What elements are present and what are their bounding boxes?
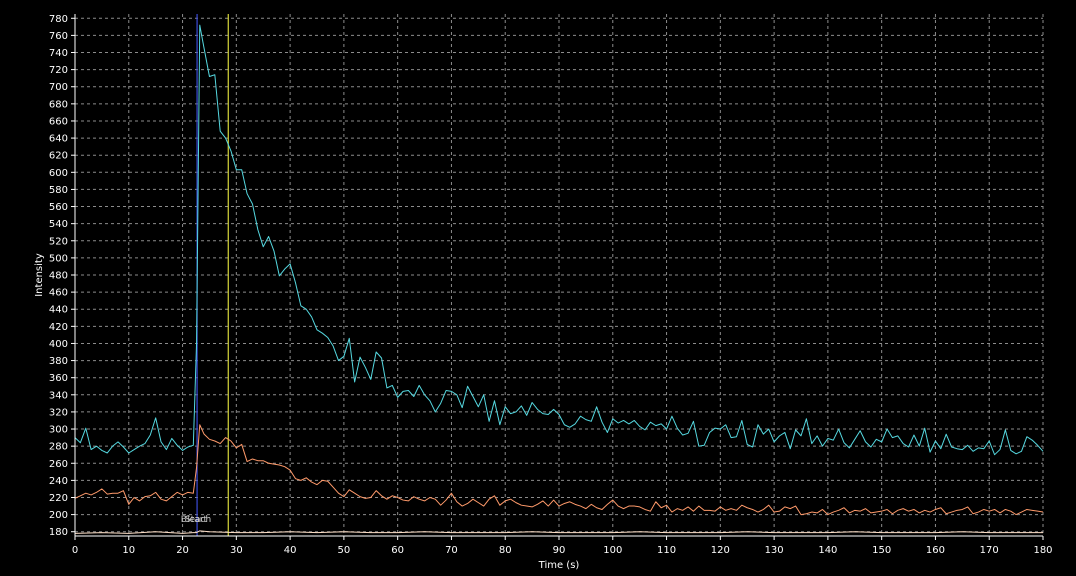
series-layer: [74, 24, 1044, 534]
y-tick-label: 780: [49, 14, 68, 25]
y-tick-label: 720: [49, 65, 68, 76]
y-tick-label: 740: [49, 48, 68, 59]
y-tick-label: 560: [49, 202, 68, 213]
y-tick-label: 480: [49, 271, 68, 282]
x-tick-label: 180: [1033, 545, 1052, 556]
x-tick-label: 0: [72, 545, 78, 556]
series-line-2: [74, 424, 1044, 516]
marker-label-start: Start: [185, 515, 207, 525]
y-tick-label: 240: [49, 476, 68, 487]
y-tick-label: 180: [49, 527, 68, 538]
x-axis-label: Time (s): [538, 560, 580, 571]
y-tick-label: 700: [49, 82, 68, 93]
y-tick-label: 440: [49, 305, 68, 316]
x-tick-label: 80: [499, 545, 512, 556]
x-tick-label: 10: [122, 545, 135, 556]
x-tick-label: 50: [338, 545, 351, 556]
y-tick-label: 260: [49, 459, 68, 470]
x-tick-label: 170: [980, 545, 999, 556]
y-tick-label: 760: [49, 31, 68, 42]
y-tick-label: 300: [49, 425, 68, 436]
x-tick-label: 120: [711, 545, 730, 556]
y-tick-label: 600: [49, 168, 68, 179]
y-tick-label: 580: [49, 185, 68, 196]
y-tick-label: 500: [49, 253, 68, 264]
y-tick-label: 680: [49, 99, 68, 110]
grid-layer: [75, 14, 1044, 536]
y-tick-label: 460: [49, 288, 68, 299]
x-tick-label: 100: [603, 545, 622, 556]
y-tick-label: 660: [49, 116, 68, 127]
marker-label-bleach: Bleach: [181, 515, 211, 525]
x-tick-label: 160: [926, 545, 945, 556]
tick-layer: 0 10 20 30 40 50 60 70 80 90 100 110 120 130 140 150 160…: [49, 14, 1053, 556]
y-tick-label: 420: [49, 322, 68, 333]
x-tick-label: 60: [391, 545, 404, 556]
x-tick-label: 40: [284, 545, 297, 556]
series-line-1: [74, 24, 1044, 456]
y-tick-label: 520: [49, 236, 68, 247]
x-tick-label: 140: [818, 545, 837, 556]
y-tick-label: 340: [49, 390, 68, 401]
x-tick-label: 70: [445, 545, 458, 556]
x-tick-label: 130: [765, 545, 784, 556]
y-tick-label: 320: [49, 407, 68, 418]
y-tick-label: 400: [49, 339, 68, 350]
x-tick-label: 110: [657, 545, 676, 556]
y-tick-label: 620: [49, 151, 68, 162]
y-axis-label: Intensity: [34, 253, 45, 297]
y-tick-label: 360: [49, 373, 68, 384]
x-tick-label: 150: [872, 545, 891, 556]
x-tick-label: 90: [553, 545, 566, 556]
series-line-3: [74, 530, 1043, 534]
y-tick-label: 640: [49, 134, 68, 145]
y-tick-label: 540: [49, 219, 68, 230]
y-tick-label: 280: [49, 442, 68, 453]
y-tick-label: 200: [49, 510, 68, 521]
x-tick-label: 30: [230, 545, 243, 556]
y-tick-label: 380: [49, 356, 68, 367]
x-tick-label: 20: [176, 545, 189, 556]
y-tick-label: 220: [49, 493, 68, 504]
